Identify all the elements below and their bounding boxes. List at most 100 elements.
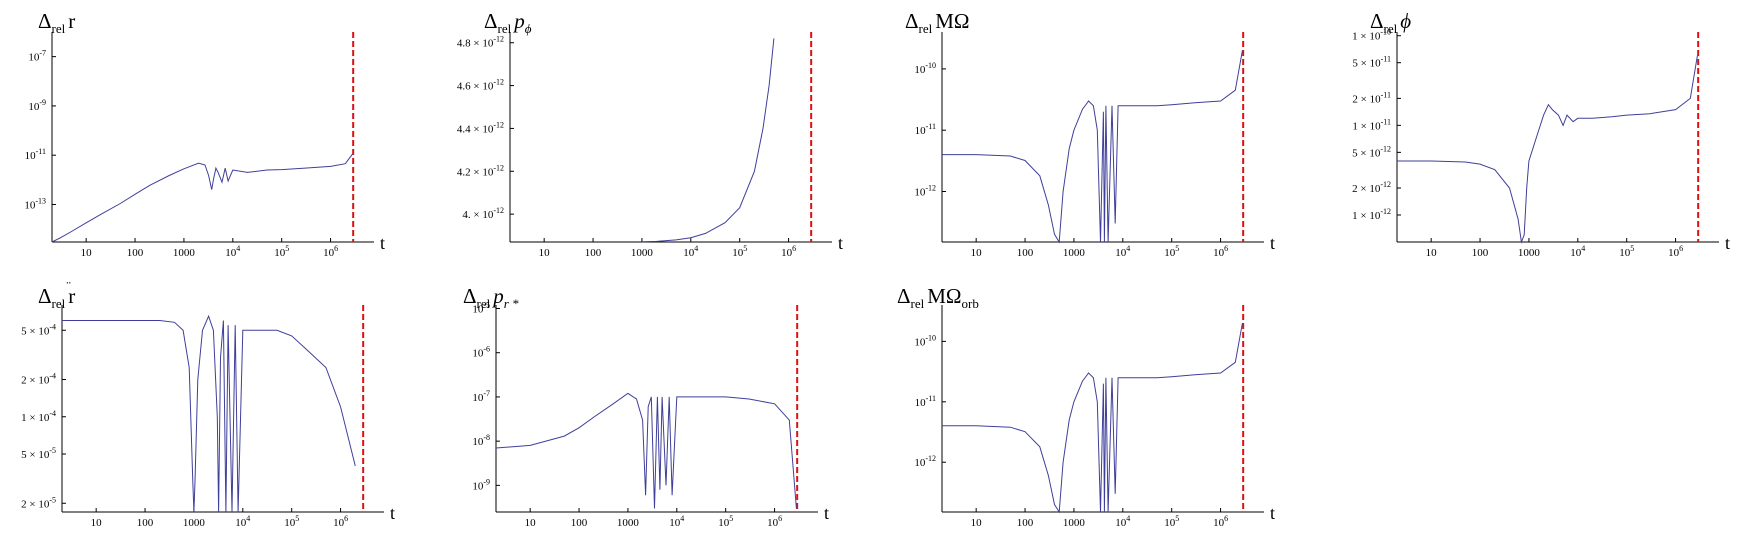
x-tick-label: 106: [1668, 244, 1683, 259]
y-tick-label: 5 × 10-5: [21, 446, 56, 461]
y-tick-label: 1 × 10-11: [1352, 117, 1391, 132]
x-tick-label: 106: [323, 244, 338, 259]
x-tick-label: 100: [571, 517, 588, 529]
panel-title: Δrel ϕ: [1370, 9, 1411, 36]
y-tick-label: 10-8: [472, 433, 490, 448]
x-tick-label: 100: [1472, 247, 1489, 259]
x-tick-label: 106: [333, 514, 348, 529]
y-tick-label: 4.2 × 10-12: [457, 163, 504, 178]
y-tick-label: 4.8 × 10-12: [457, 35, 504, 50]
x-tick-label: 100: [1017, 517, 1034, 529]
series-line: [942, 323, 1243, 514]
series-line: [62, 314, 356, 513]
x-tick-label: 100: [127, 247, 144, 259]
x-tick-label: 105: [732, 244, 747, 259]
y-tick-label: 10-12: [914, 183, 936, 198]
x-tick-label: 104: [235, 514, 250, 529]
y-tick-label: 10-6: [472, 345, 490, 360]
y-tick-label: 10-10: [914, 61, 936, 76]
x-tick-label: 1000: [173, 247, 196, 259]
x-tick-label: 105: [284, 514, 299, 529]
y-tick-label: 1 × 10-4: [21, 409, 56, 424]
x-axis-label: t: [838, 233, 843, 253]
x-tick-label: 10: [525, 517, 537, 529]
y-tick-label: 5 × 10-4: [21, 322, 56, 337]
panel-p3: 10 100 1000 104 105 106 10-10 10-11 10-12 t Δrel MΩ: [905, 9, 1275, 259]
x-tick-label: 10: [539, 247, 551, 259]
y-tick-label: 5 × 10-12: [1352, 144, 1391, 159]
x-tick-label: 10: [971, 517, 983, 529]
y-tick-label: 10-11: [915, 122, 936, 137]
x-tick-label: 1000: [617, 517, 640, 529]
x-tick-label: 106: [767, 514, 782, 529]
panel-p2: 10 100 1000 104 105 106 4.8 × 10-12 4.6 × 10-12…: [457, 9, 843, 259]
y-tick-label: 2 × 10-5: [21, 495, 56, 510]
x-axis-label: t: [380, 233, 385, 253]
x-tick-label: 104: [669, 514, 684, 529]
x-axis-label: t: [1270, 503, 1275, 523]
panel-p7: 10 100 1000 104 105 106 10-10 10-11 10-12 t Δrel MΩ…: [897, 284, 1275, 529]
y-tick-label: 10-7: [472, 389, 490, 404]
y-tick-label: 10-9: [472, 477, 490, 492]
y-tick-label: 10-7: [28, 49, 46, 64]
x-tick-label: 100: [137, 517, 154, 529]
x-tick-label: 106: [781, 244, 796, 259]
y-tick-label: 2 × 10-11: [1352, 90, 1391, 105]
y-tick-label: 10-12: [914, 454, 936, 469]
x-tick-label: 105: [1164, 244, 1179, 259]
panel-title: Δrel r¨: [38, 280, 75, 311]
series-line: [495, 392, 797, 509]
x-tick-label: 105: [718, 514, 733, 529]
panel-p5: 10 100 1000 104 105 106 5 × 10-4 2 × 10-4 1 × 10…: [21, 280, 395, 529]
x-tick-label: 1000: [183, 517, 206, 529]
x-tick-label: 10: [971, 247, 983, 259]
y-tick-label: 4.6 × 10-12: [457, 78, 504, 93]
x-axis-label: t: [824, 503, 829, 523]
y-tick-label: 2 × 10-4: [21, 372, 56, 387]
x-tick-label: 105: [1164, 514, 1179, 529]
x-tick-label: 1000: [1518, 247, 1541, 259]
y-tick-label: 4.4 × 10-12: [457, 120, 504, 135]
panel-p6: 10 100 1000 104 105 10610-510-610-710-810-9tΔ…: [463, 284, 829, 529]
x-tick-label: 104: [225, 244, 240, 259]
x-axis-label: t: [390, 503, 395, 523]
series-line: [641, 38, 775, 243]
x-tick-label: 100: [585, 247, 602, 259]
x-axis-label: t: [1725, 233, 1730, 253]
series-line: [51, 153, 353, 243]
x-tick-label: 10: [1426, 247, 1438, 259]
x-tick-label: 100: [1017, 247, 1034, 259]
x-tick-label: 104: [1115, 514, 1130, 529]
x-tick-label: 1000: [1063, 517, 1086, 529]
y-tick-label: 10-13: [24, 196, 46, 211]
y-tick-label: 10-9: [28, 98, 46, 113]
panel-title: Δrel MΩorb: [897, 284, 979, 311]
series-line: [942, 50, 1243, 244]
x-tick-label: 106: [1213, 514, 1228, 529]
panel-title: Δrel MΩ: [905, 9, 970, 36]
x-tick-label: 105: [1619, 244, 1634, 259]
panel-title: Δrel pr *: [463, 284, 519, 311]
y-tick-label: 4. × 10-12: [462, 206, 504, 221]
x-tick-label: 104: [1570, 244, 1585, 259]
x-tick-label: 1000: [631, 247, 654, 259]
x-tick-label: 105: [274, 244, 289, 259]
y-tick-label: 5 × 10-11: [1352, 55, 1391, 70]
y-tick-label: 10-11: [915, 394, 936, 409]
x-tick-label: 104: [683, 244, 698, 259]
y-tick-label: 10-10: [914, 333, 936, 348]
panel-p1: 10 100 1000 104 105 106 10-7 10-9 10-11 10-13 t Δre…: [24, 9, 385, 259]
panel-title: Δrel r: [38, 9, 75, 36]
x-tick-label: 104: [1115, 244, 1130, 259]
x-tick-label: 10: [81, 247, 93, 259]
y-tick-label: 1 × 10-12: [1352, 207, 1391, 222]
x-tick-label: 10: [91, 517, 103, 529]
x-axis-label: t: [1270, 233, 1275, 253]
panel-title: Δrel pϕ: [484, 9, 532, 36]
y-tick-label: 10-11: [25, 147, 46, 162]
x-tick-label: 106: [1213, 244, 1228, 259]
y-tick-label: 2 × 10-12: [1352, 180, 1391, 195]
x-tick-label: 1000: [1063, 247, 1086, 259]
